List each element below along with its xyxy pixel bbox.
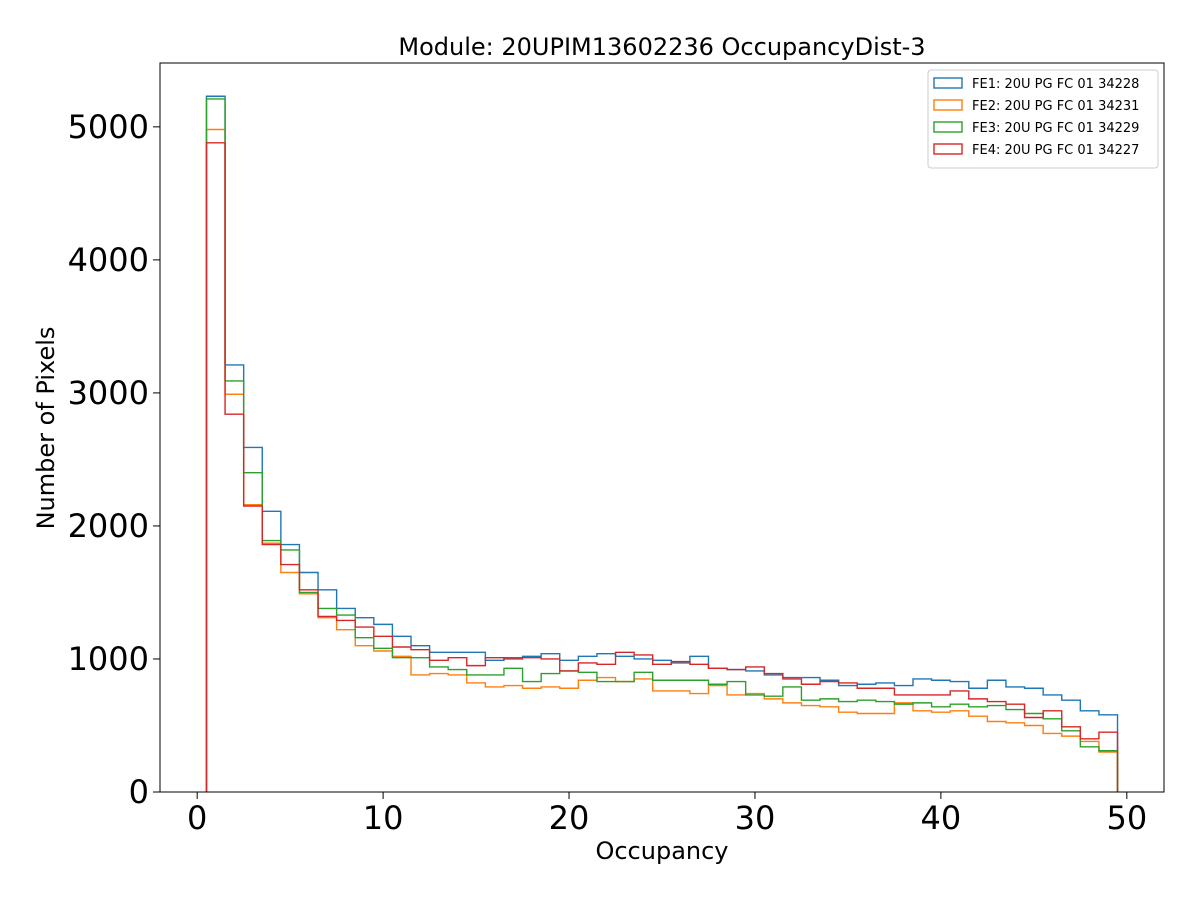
legend-entry-label: FE1: 20U PG FC 01 34228	[972, 77, 1139, 92]
legend-entry-label: FE2: 20U PG FC 01 34231	[972, 99, 1139, 114]
series-layer	[205, 95, 1119, 792]
legend-entry-label: FE3: 20U PG FC 01 34229	[972, 121, 1139, 136]
x-tick-label: 40	[921, 799, 962, 837]
y-axis: 0 1000 2000 3000 4000 5000	[68, 108, 160, 811]
x-axis-label: Occupancy	[595, 837, 728, 865]
y-tick-label: 1000	[68, 640, 149, 678]
legend-box	[927, 69, 1159, 169]
x-tick-label: 50	[1106, 799, 1147, 837]
y-tick-label: 3000	[68, 374, 149, 412]
histogram-series-fe1	[205, 95, 1119, 792]
x-tick-label: 0	[187, 799, 207, 837]
histogram-series-fe2	[205, 128, 1119, 792]
x-axis: 0 10 20 30 40 50	[187, 792, 1147, 837]
plot-frame	[159, 62, 1165, 793]
legend-swatch	[933, 121, 963, 133]
y-tick-label: 5000	[68, 108, 149, 146]
y-axis-label: Number of Pixels	[32, 327, 60, 530]
y-tick-label: 4000	[68, 241, 149, 279]
x-tick-label: 20	[549, 799, 590, 837]
chart-title: Module: 20UPIM13602236 OccupancyDist-3	[398, 33, 925, 61]
legend: FE1: 20U PG FC 01 34228 FE2: 20U PG FC 01…	[927, 69, 1159, 169]
legend-entry-label: FE4: 20U PG FC 01 34227	[972, 143, 1139, 158]
histogram-series-fe4	[205, 142, 1119, 792]
histogram-series-fe3	[205, 98, 1119, 792]
legend-swatch	[933, 77, 963, 89]
y-tick-label: 0	[129, 773, 149, 811]
x-tick-label: 30	[735, 799, 776, 837]
legend-swatch	[933, 99, 963, 111]
x-tick-label: 10	[363, 799, 404, 837]
y-tick-label: 2000	[68, 507, 149, 545]
legend-swatch	[933, 143, 963, 155]
